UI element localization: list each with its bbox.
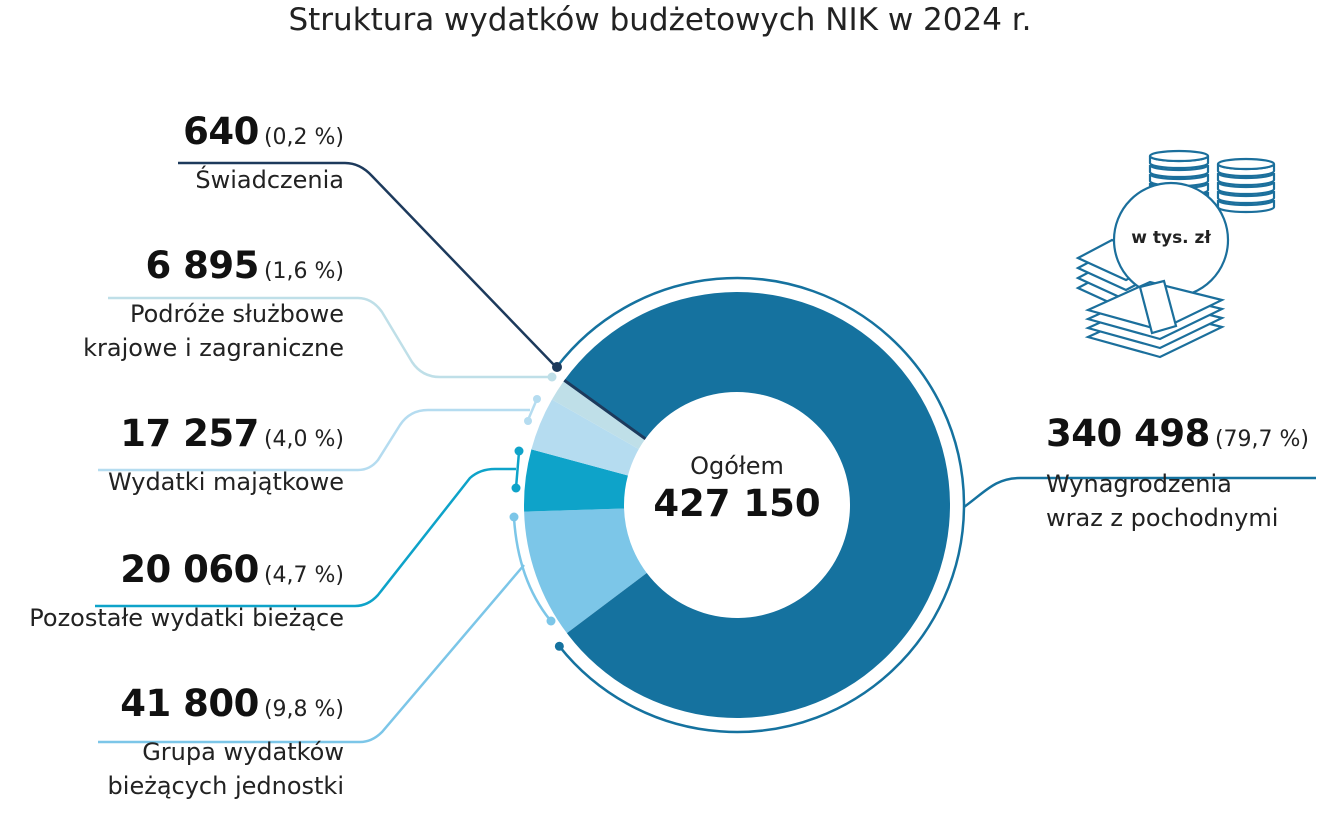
connector-dot <box>511 483 521 493</box>
label-name: wraz z pochodnymi <box>1046 504 1279 532</box>
label-podroze: 6 895 (1,6 %) Podróże służbowe krajowe i… <box>83 244 344 365</box>
donut-center: Ogółem 427 150 <box>637 452 837 525</box>
connector-podroze <box>108 296 551 379</box>
slice-wynagrodzenia <box>564 292 950 719</box>
connector-majatkowe <box>98 408 530 472</box>
label-value: 6 895 <box>145 244 259 287</box>
connector-pozostale <box>95 467 516 608</box>
connector-dot <box>514 446 524 456</box>
label-value: 41 800 <box>120 682 259 725</box>
total-value: 427 150 <box>653 482 821 525</box>
connector-dot <box>533 395 541 403</box>
connector-dot <box>552 362 562 372</box>
label-wynagrodzenia: 340 498 (79,7 %) Wynagrodzenia wraz z po… <box>1046 412 1309 535</box>
slice-pozostale <box>524 449 628 512</box>
total-caption: Ogółem <box>690 452 784 480</box>
label-percent: (79,7 %) <box>1214 427 1310 452</box>
unit-badge: w tys. zł <box>1131 228 1211 248</box>
slice-majatkowe <box>531 399 639 476</box>
connector-dot <box>547 372 557 382</box>
label-name: Grupa wydatków <box>142 738 344 766</box>
connector-dot <box>509 512 519 522</box>
label-name: Pozostałe wydatki bieżące <box>29 604 344 632</box>
connector-swiadczenia <box>178 161 557 368</box>
slice-grupa <box>524 508 647 634</box>
slice-swiadczenia-line <box>563 379 647 441</box>
label-name: krajowe i zagraniczne <box>83 334 344 362</box>
label-percent: (4,0 %) <box>263 427 344 452</box>
label-percent: (0,2 %) <box>263 125 344 150</box>
bracket-dot <box>554 641 564 651</box>
label-grupa: 41 800 (9,8 %) Grupa wydatków bieżących … <box>108 682 344 803</box>
label-name: Świadczenia <box>195 166 344 194</box>
label-name: Podróże służbowe <box>130 300 344 328</box>
label-percent: (4,7 %) <box>263 563 344 588</box>
label-name: Wynagrodzenia <box>1046 470 1232 498</box>
connector-dot <box>524 417 532 425</box>
label-pozostale: 20 060 (4,7 %) Pozostałe wydatki bieżące <box>29 548 344 635</box>
money-icon <box>1075 149 1276 359</box>
label-value: 340 498 <box>1046 412 1210 455</box>
label-value: 640 <box>183 110 259 153</box>
bracket-grupa <box>512 517 551 621</box>
label-percent: (9,8 %) <box>263 697 344 722</box>
connector-grupa <box>98 564 525 744</box>
label-value: 17 257 <box>120 412 259 455</box>
wynagrodzenia-bracket <box>555 276 966 734</box>
slice-podroze <box>551 381 645 450</box>
label-percent: (1,6 %) <box>263 259 344 284</box>
connector-dot <box>546 616 556 626</box>
label-value: 20 060 <box>120 548 259 591</box>
bracket-pozostale <box>514 451 521 489</box>
label-majatkowe: 17 257 (4,0 %) Wydatki majątkowe <box>108 412 344 499</box>
label-name: Wydatki majątkowe <box>107 468 344 496</box>
label-name: bieżących jednostki <box>107 772 344 800</box>
connector-wynagrodzenia <box>963 476 1316 509</box>
label-swiadczenia: 640 (0,2 %) Świadczenia <box>183 110 344 197</box>
chart-title: Struktura wydatków budżetowych NIK w 202… <box>288 2 1032 38</box>
